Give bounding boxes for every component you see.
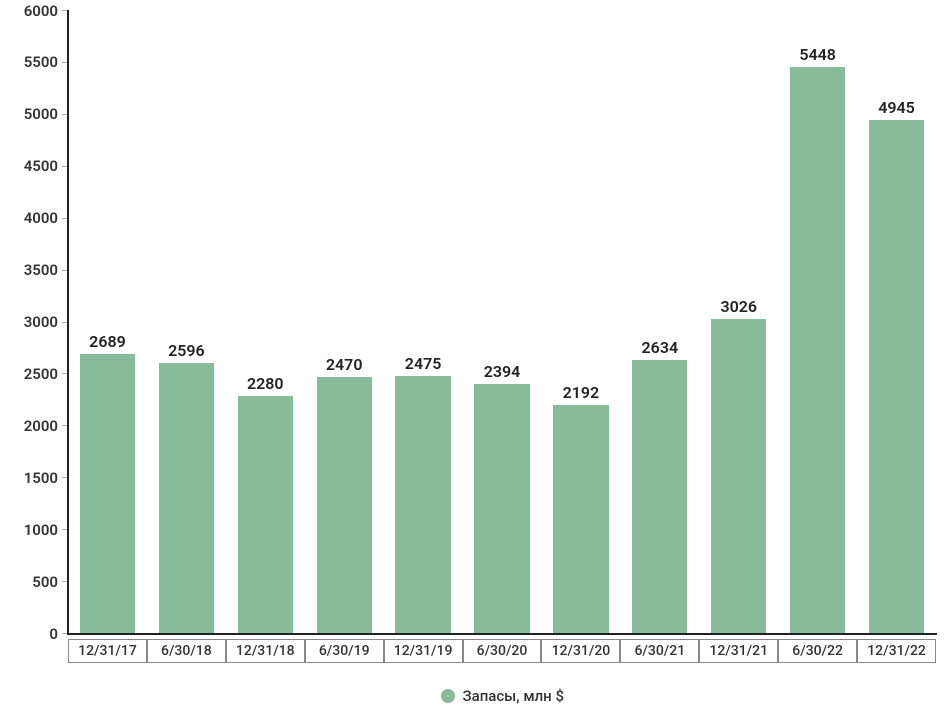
y-tick-label: 4000 [0,209,58,227]
bar [159,363,214,633]
y-tick-label: 0 [0,625,58,643]
bar-value-label: 2475 [384,354,463,373]
x-category-cell: 12/31/22 [857,639,936,663]
y-tick-label: 2000 [0,417,58,435]
x-category-cell: 12/31/20 [541,639,620,663]
y-tick-label: 5500 [0,53,58,71]
legend-marker-circle-icon [441,689,455,703]
x-category-cell: 6/30/20 [463,639,542,663]
x-category-label: 6/30/21 [634,643,685,659]
y-tick-label: 3000 [0,313,58,331]
x-category-cell: 12/31/17 [68,639,147,663]
x-category-cell: 6/30/22 [778,639,857,663]
y-tick-label: 1500 [0,469,58,487]
x-category-label: 6/30/18 [161,643,212,659]
x-category-cell: 6/30/18 [147,639,226,663]
bar [474,384,529,633]
bar [632,360,687,633]
legend-label: Запасы, млн $ [463,687,564,705]
y-axis-line [67,10,69,633]
x-category-cell: 12/31/21 [699,639,778,663]
y-tick-label: 6000 [0,2,58,20]
x-category-cell: 6/30/21 [620,639,699,663]
x-category-label: 12/31/21 [709,643,768,659]
bar [238,396,293,633]
x-category-label: 12/31/19 [394,643,453,659]
bar [869,120,924,633]
x-category-label: 6/30/22 [792,643,843,659]
bar-value-label: 2280 [226,374,305,393]
bar [790,67,845,633]
x-category-label: 6/30/20 [477,643,528,659]
bar [395,376,450,633]
bar-value-label: 3026 [699,297,778,316]
bar [317,377,372,633]
bar-value-label: 2596 [147,341,226,360]
bar [553,405,608,633]
bar-value-label: 2634 [620,338,699,357]
y-tick-label: 5000 [0,105,58,123]
x-category-label: 12/31/17 [78,643,137,659]
legend: Запасы, млн $ [441,687,564,705]
bar-value-label: 2470 [305,355,384,374]
x-category-label: 6/30/19 [319,643,370,659]
x-category-cell: 12/31/19 [384,639,463,663]
y-tick-label: 4500 [0,157,58,175]
bar-value-label: 2689 [68,332,147,351]
y-tick-label: 500 [0,573,58,591]
y-tick-label: 2500 [0,365,58,383]
bar-value-label: 2192 [541,383,620,402]
x-category-cell: 12/31/18 [226,639,305,663]
bar-value-label: 5448 [778,45,857,64]
y-tick-label: 3500 [0,261,58,279]
x-category-label: 12/31/20 [552,643,611,659]
x-category-label: 12/31/18 [236,643,295,659]
bar [711,319,766,633]
inventory-bar-chart: 0 500 1000 1500 2000 2500 3000 3500 4000 4500 5000… [0,0,946,719]
bar-value-label: 2394 [463,362,542,381]
x-category-cell: 6/30/19 [305,639,384,663]
bar [80,354,135,633]
x-axis-line [67,633,937,635]
x-category-label: 12/31/22 [867,643,926,659]
bar-value-label: 4945 [857,98,936,117]
y-tick-label: 1000 [0,521,58,539]
